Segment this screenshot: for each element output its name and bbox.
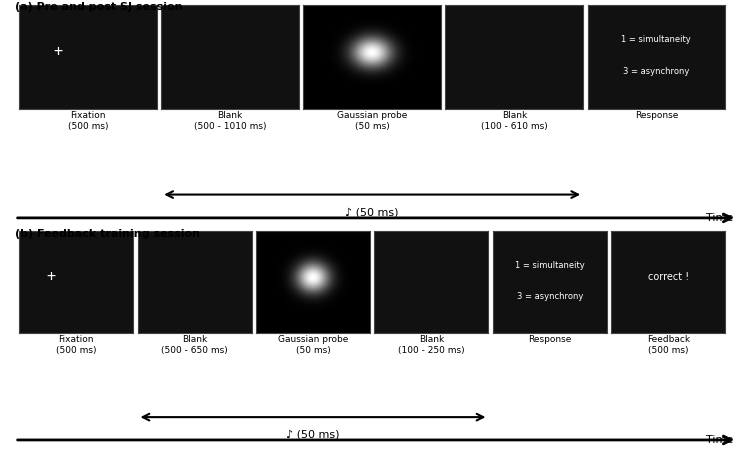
Text: Time: Time xyxy=(706,435,733,445)
Text: +: + xyxy=(53,44,62,59)
Text: Blank
(500 - 1010 ms): Blank (500 - 1010 ms) xyxy=(194,111,266,131)
Text: 3 = asynchrony: 3 = asynchrony xyxy=(624,67,690,76)
Text: ♪ (50 ms): ♪ (50 ms) xyxy=(346,207,399,217)
Text: Blank
(100 - 610 ms): Blank (100 - 610 ms) xyxy=(481,111,548,131)
Text: Response: Response xyxy=(528,335,571,344)
Text: 3 = asynchrony: 3 = asynchrony xyxy=(517,292,583,301)
Text: 1 = simultaneity: 1 = simultaneity xyxy=(621,35,691,44)
Text: ♪ (50 ms): ♪ (50 ms) xyxy=(286,429,340,439)
Text: Fixation
(500 ms): Fixation (500 ms) xyxy=(56,335,97,356)
Text: (a) Pre and post SJ session: (a) Pre and post SJ session xyxy=(15,2,182,12)
Text: Response: Response xyxy=(635,111,678,120)
Text: Gaussian probe
(50 ms): Gaussian probe (50 ms) xyxy=(278,335,348,356)
Text: Fixation
(500 ms): Fixation (500 ms) xyxy=(68,111,108,131)
Text: +: + xyxy=(46,270,55,284)
Text: Blank
(500 - 650 ms): Blank (500 - 650 ms) xyxy=(161,335,228,356)
Text: Feedback
(500 ms): Feedback (500 ms) xyxy=(646,335,690,356)
Text: Gaussian probe
(50 ms): Gaussian probe (50 ms) xyxy=(337,111,408,131)
Text: (b) Feedback training session: (b) Feedback training session xyxy=(15,229,200,239)
Text: Time: Time xyxy=(706,213,733,223)
Text: correct !: correct ! xyxy=(648,272,689,282)
Text: Blank
(100 - 250 ms): Blank (100 - 250 ms) xyxy=(398,335,465,356)
Text: 1 = simultaneity: 1 = simultaneity xyxy=(515,261,584,270)
